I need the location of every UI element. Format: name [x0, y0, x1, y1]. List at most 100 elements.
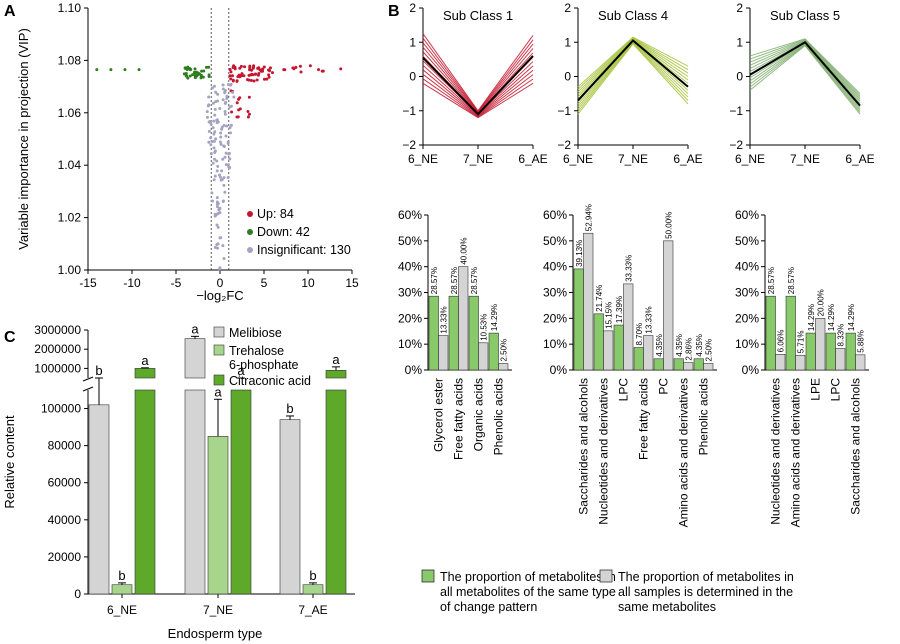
data-point	[207, 95, 211, 99]
x-tick-label: 6_NE	[107, 603, 137, 617]
bar-green	[428, 295, 439, 371]
data-point	[255, 78, 259, 82]
data-point	[109, 68, 113, 72]
y-tick-label: 0	[564, 70, 571, 84]
significance-letter: b	[309, 568, 316, 583]
data-point	[242, 74, 246, 78]
bar-gray	[855, 354, 866, 371]
data-point	[230, 110, 234, 114]
bar-green	[633, 347, 644, 371]
category-label: Amino acids and derivatives	[789, 378, 803, 527]
significance-letter: a	[191, 321, 199, 336]
data-point	[229, 123, 233, 127]
data-point	[317, 68, 321, 72]
x-tick-label: 6_NE	[408, 152, 438, 166]
x-tick-label: 7_NE	[618, 152, 648, 166]
bar-gray	[643, 335, 654, 371]
data-point	[219, 131, 223, 135]
data-point	[215, 159, 219, 163]
legend-swatch	[213, 344, 225, 356]
bar-value-label: 21.74%	[595, 285, 604, 312]
data-point	[229, 82, 233, 86]
panel-label-b: B	[388, 3, 400, 20]
bar-segment-lower	[134, 389, 156, 595]
bar-gray	[663, 240, 674, 371]
panel-b-bar-charts: 0% 10% 20% 30% 40% 50% 60% 28.57% 13.33% Glycerol…	[398, 204, 869, 527]
data-point	[219, 135, 223, 139]
data-point	[211, 126, 215, 130]
bar-value-label: 52.94%	[584, 204, 593, 231]
data-point	[212, 146, 216, 150]
data-point	[204, 65, 208, 69]
y-tick-label: 1	[736, 35, 743, 49]
data-point	[221, 157, 225, 161]
data-point	[219, 142, 223, 146]
bar-value-label: 50.00%	[664, 212, 673, 239]
bar-segment-lower	[230, 389, 252, 595]
bar-gray	[815, 318, 826, 371]
data-point	[212, 119, 216, 123]
y-tick-label: 1.00	[58, 263, 82, 277]
category-label: LPC	[829, 378, 843, 402]
data-point	[228, 131, 232, 135]
data-point	[239, 74, 243, 78]
legend-marker	[247, 247, 253, 253]
data-point	[215, 200, 219, 204]
mean-line	[422, 55, 534, 116]
bar-value-label: 4.35%	[675, 334, 684, 357]
data-point	[256, 66, 260, 70]
data-point	[214, 100, 218, 104]
data-point	[236, 115, 240, 119]
legend-entry: Down: 42	[257, 225, 310, 239]
legend-text-line: The proportion of metabolites in	[618, 570, 794, 584]
bar-green	[488, 332, 499, 371]
data-point	[261, 67, 265, 71]
bar-value-label: 28.57%	[787, 267, 796, 294]
data-point	[223, 101, 227, 105]
bar-green	[825, 332, 836, 371]
y-tick-label: 50%	[543, 234, 567, 248]
data-point	[223, 91, 227, 95]
x-tick-label: 7_NE	[203, 603, 233, 617]
y-tick-label: 30%	[543, 286, 567, 300]
bar-value-label: 40.00%	[459, 238, 468, 265]
data-point	[228, 105, 232, 109]
data-point	[207, 129, 211, 133]
profile-line	[577, 39, 689, 100]
y-tick-label: 60000	[48, 476, 82, 490]
data-point	[221, 244, 225, 248]
bar-gray	[775, 354, 786, 371]
category-label: Phenolic acids	[697, 378, 711, 455]
x-tick-label: -5	[171, 276, 182, 290]
x-tick-label: 6_NE	[563, 152, 593, 166]
y-tick-label: 2	[409, 1, 416, 15]
data-point	[223, 110, 227, 114]
category-label: Organic acids	[472, 378, 486, 451]
significance-letter: a	[141, 353, 149, 368]
bar-segment-upper	[184, 338, 206, 379]
bar-segment-upper	[325, 370, 347, 379]
data-point	[262, 65, 266, 69]
y-tick-label: 1	[564, 35, 571, 49]
bar-value-label: 15.15%	[604, 302, 613, 329]
bar-value-label: 14.29%	[490, 304, 499, 331]
bar-value-label: 2.86%	[684, 338, 693, 361]
data-point	[235, 79, 239, 83]
data-point	[137, 68, 141, 72]
data-point	[188, 74, 192, 78]
x-tick-label: 7_NE	[463, 152, 493, 166]
y-tick-label: 20%	[543, 311, 567, 325]
data-point	[213, 150, 217, 154]
data-point	[223, 112, 227, 116]
legend-entry: Melibiose	[229, 326, 282, 340]
y-tick-label: 1.10	[58, 1, 82, 15]
data-point	[256, 73, 260, 77]
data-point	[222, 183, 226, 187]
data-point	[212, 178, 216, 182]
data-point	[235, 101, 239, 105]
bar	[207, 436, 229, 595]
data-point	[247, 112, 251, 116]
data-point	[213, 157, 217, 161]
data-point	[212, 132, 216, 136]
